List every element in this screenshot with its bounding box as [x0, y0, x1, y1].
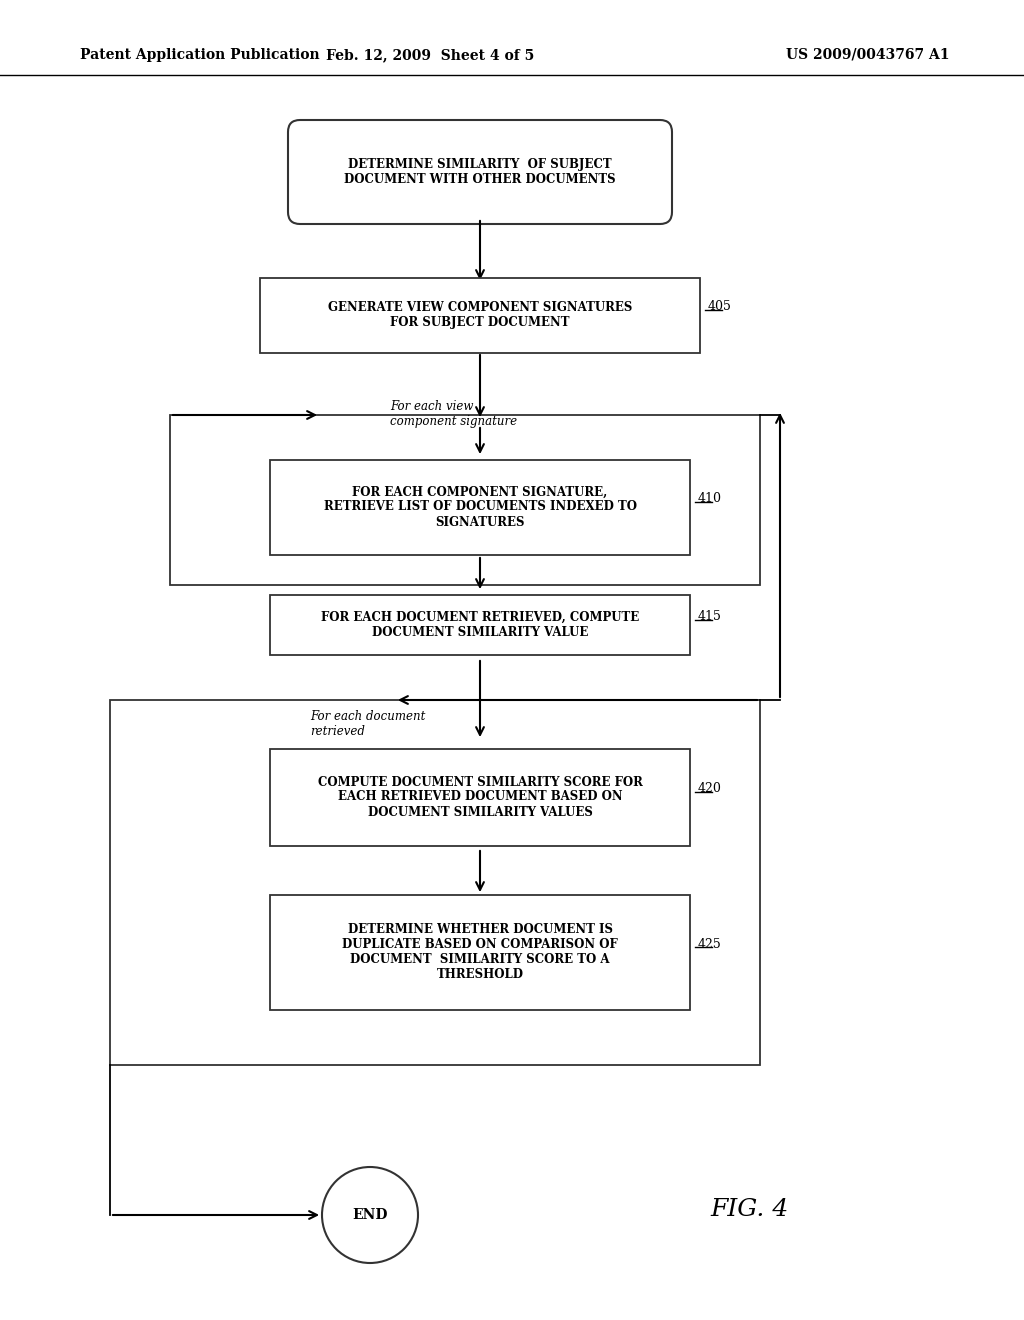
- Bar: [270, 459, 690, 554]
- Text: For each document
retrieved: For each document retrieved: [310, 710, 425, 738]
- Text: FOR EACH COMPONENT SIGNATURE,
RETRIEVE LIST OF DOCUMENTS INDEXED TO
SIGNATURES: FOR EACH COMPONENT SIGNATURE, RETRIEVE L…: [324, 486, 637, 528]
- Text: 405: 405: [708, 301, 732, 314]
- Bar: [260, 277, 700, 352]
- Text: GENERATE VIEW COMPONENT SIGNATURES
FOR SUBJECT DOCUMENT: GENERATE VIEW COMPONENT SIGNATURES FOR S…: [328, 301, 632, 329]
- Bar: [110, 700, 760, 1065]
- Bar: [270, 748, 690, 846]
- Text: FIG. 4: FIG. 4: [711, 1199, 790, 1221]
- Text: DETERMINE SIMILARITY  OF SUBJECT
DOCUMENT WITH OTHER DOCUMENTS: DETERMINE SIMILARITY OF SUBJECT DOCUMENT…: [344, 158, 615, 186]
- Text: Patent Application Publication: Patent Application Publication: [80, 48, 319, 62]
- Bar: [170, 414, 760, 585]
- Text: 415: 415: [698, 610, 722, 623]
- Circle shape: [322, 1167, 418, 1263]
- Bar: [270, 895, 690, 1010]
- Text: For each view
component signature: For each view component signature: [390, 400, 517, 428]
- Text: 425: 425: [698, 937, 722, 950]
- Text: Feb. 12, 2009  Sheet 4 of 5: Feb. 12, 2009 Sheet 4 of 5: [326, 48, 535, 62]
- Text: FOR EACH DOCUMENT RETRIEVED, COMPUTE
DOCUMENT SIMILARITY VALUE: FOR EACH DOCUMENT RETRIEVED, COMPUTE DOC…: [321, 611, 639, 639]
- Text: DETERMINE WHETHER DOCUMENT IS
DUPLICATE BASED ON COMPARISON OF
DOCUMENT  SIMILAR: DETERMINE WHETHER DOCUMENT IS DUPLICATE …: [342, 923, 617, 981]
- Bar: [270, 595, 690, 655]
- FancyBboxPatch shape: [288, 120, 672, 224]
- Text: 420: 420: [698, 783, 722, 796]
- Text: US 2009/0043767 A1: US 2009/0043767 A1: [786, 48, 950, 62]
- Text: END: END: [352, 1208, 388, 1222]
- Text: 410: 410: [698, 492, 722, 506]
- Text: COMPUTE DOCUMENT SIMILARITY SCORE FOR
EACH RETRIEVED DOCUMENT BASED ON
DOCUMENT : COMPUTE DOCUMENT SIMILARITY SCORE FOR EA…: [317, 776, 642, 818]
